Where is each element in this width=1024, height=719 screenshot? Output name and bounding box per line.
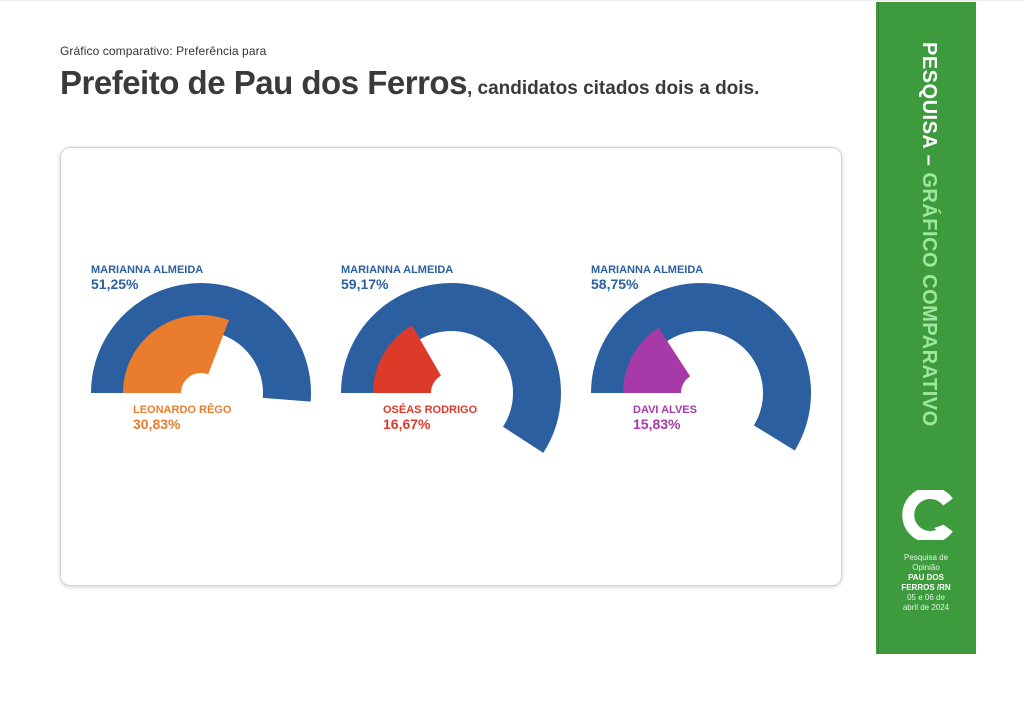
sidebar-line-2: Opinião	[912, 563, 940, 572]
gauge-1-secondary-name: LEONARDO RÊGO	[133, 403, 232, 416]
sidebar-title-part1: PESQUISA –	[918, 42, 940, 173]
chart-card: MARIANNA ALMEIDA 51,25% LEONARDO RÊGO 30,83…	[60, 147, 842, 586]
gauge-1-primary-name: MARIANNA ALMEIDA	[91, 264, 203, 276]
sidebar-panel: PESQUISA – GRÁFICO COMPARATIVO Pesquisa …	[876, 2, 976, 654]
gauge-3-primary-name: MARIANNA ALMEIDA	[591, 264, 703, 276]
gauge-2-primary-value: 59,17%	[341, 276, 389, 292]
speech-bubble-c-logo-icon	[898, 487, 958, 545]
gauge-2-primary-arc	[341, 282, 561, 453]
sidebar-line-6: abril de 2024	[902, 603, 950, 612]
gauge-3-primary-value: 58,75%	[591, 276, 639, 292]
chart-header: Gráfico comparativo: Preferência para Pr…	[60, 44, 759, 102]
gauge-2-secondary-arc	[373, 325, 442, 393]
chart-title-rest: , candidatos citados dois a dois.	[466, 78, 760, 99]
chart-subtitle: Gráfico comparativo: Preferência para	[60, 44, 267, 58]
gauge-3-secondary-name: DAVI ALVES	[633, 404, 697, 416]
gauge-2-secondary-name: OSÉAS RODRIGO	[383, 403, 478, 416]
top-divider	[0, 0, 1024, 1]
sidebar-line-1: Pesquisa de	[903, 553, 949, 562]
sidebar-line-4: FERROS /RN	[901, 583, 951, 592]
gauge-3-secondary-arc	[623, 327, 691, 393]
gauge-1-secondary-arc	[123, 314, 229, 393]
sidebar-edge	[878, 2, 879, 654]
gauge-3-primary-arc	[591, 283, 811, 451]
sidebar-line-3: PAU DOS	[908, 573, 944, 582]
chart-title: Prefeito de Pau dos Ferros, candidatos c…	[60, 64, 759, 102]
sidebar-title-part2: GRÁFICO COMPARATIVO	[918, 172, 940, 427]
gauge-1-secondary-value: 30,83%	[133, 416, 181, 432]
gauge-1-primary-arc	[91, 282, 311, 402]
gauge-3-secondary-value: 15,83%	[633, 416, 681, 432]
sidebar-line-5: 05 e 06 de	[907, 593, 945, 602]
gauge-2-primary-name: MARIANNA ALMEIDA	[341, 264, 453, 276]
chart-title-main: Prefeito de Pau dos Ferros	[60, 64, 467, 101]
sidebar-survey-info: Pesquisa de Opinião PAU DOS FERROS /RN 0…	[876, 553, 976, 613]
gauge-2-secondary-value: 16,67%	[383, 416, 431, 432]
gauge-1-primary-value: 51,25%	[91, 276, 139, 292]
